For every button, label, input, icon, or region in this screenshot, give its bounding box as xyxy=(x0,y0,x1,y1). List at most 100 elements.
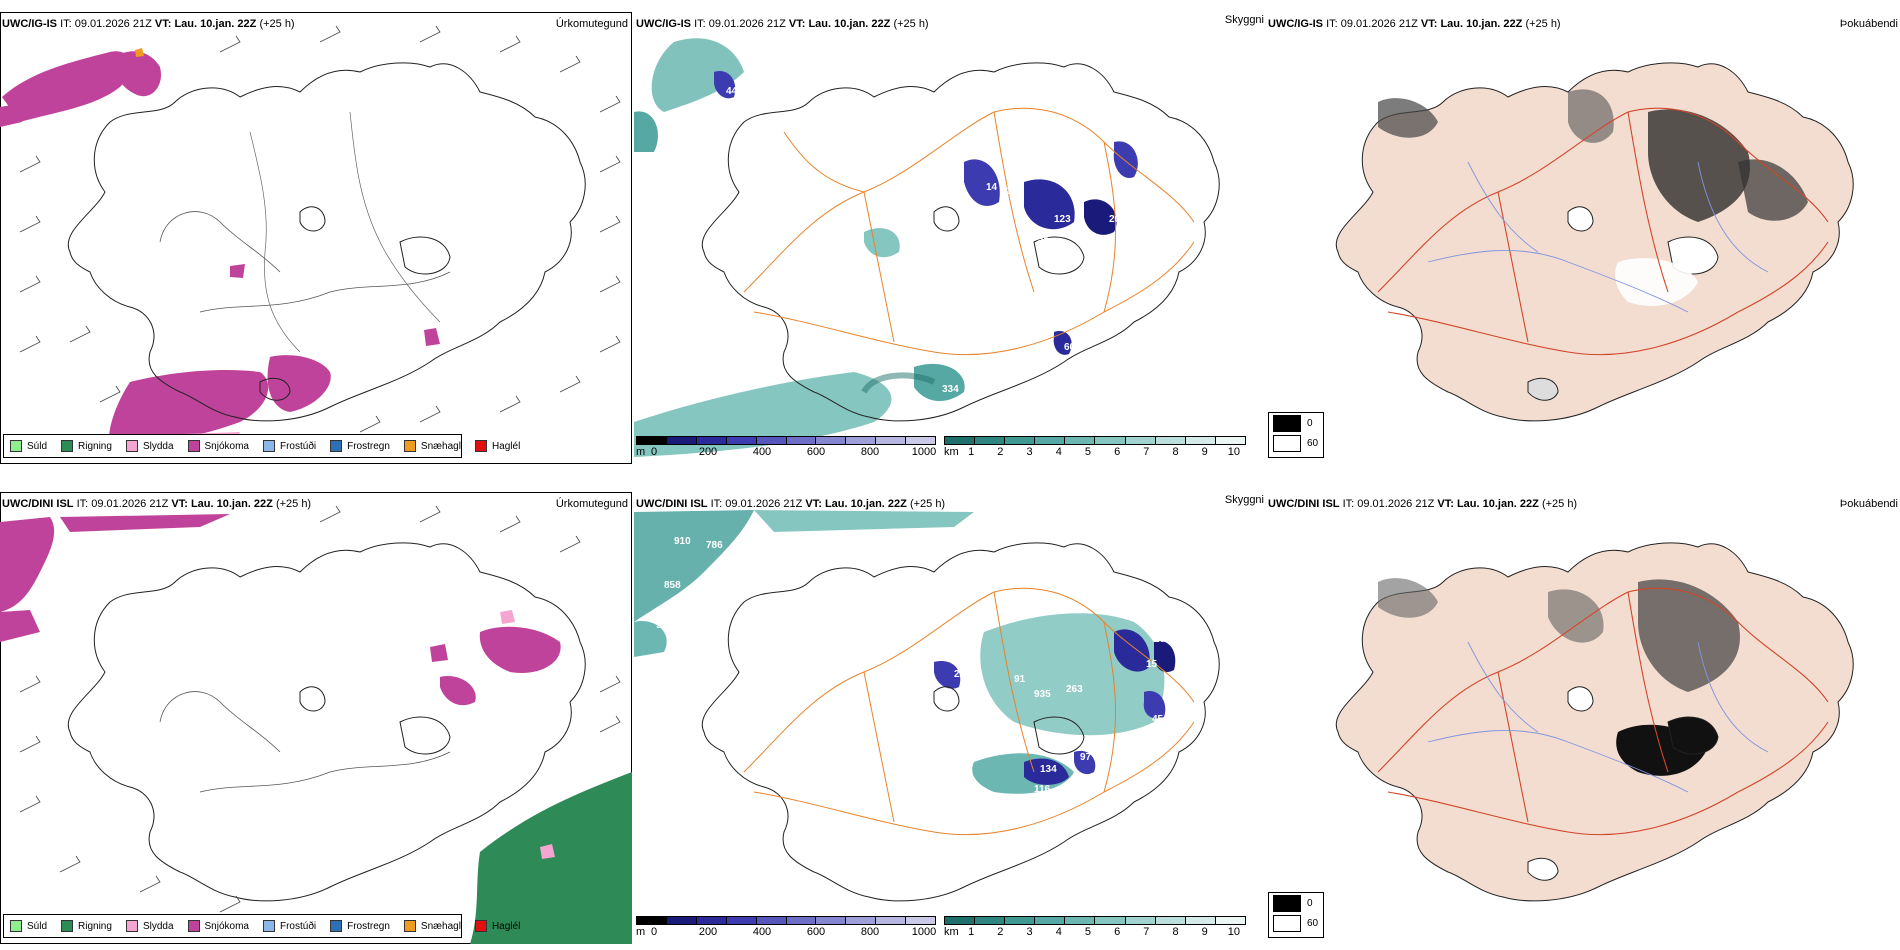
legend-label: Frostregn xyxy=(347,920,390,932)
fog-legend-row: 60 xyxy=(1269,433,1323,453)
colorbar-swatch xyxy=(1125,437,1156,444)
colorbar-swatch xyxy=(876,437,907,444)
panel-title-bottom-1: UWC/DINI ISL IT: 09.01.2026 21Z VT: Lau.… xyxy=(2,498,311,510)
visibility-value-label: 334 xyxy=(942,384,959,395)
fog-legend-row: 60 xyxy=(1269,913,1323,933)
visibility-value-label: 985 xyxy=(656,620,673,631)
colorbar-swatch xyxy=(696,437,727,444)
legend-swatch xyxy=(474,440,487,452)
visibility-value-label: 12 xyxy=(949,644,961,655)
colorbar-swatch xyxy=(637,437,667,444)
fog-panel-bottom: UWC/DINI ISL IT: 09.01.2026 21Z VT: Lau.… xyxy=(1268,492,1900,944)
legend-label: Snæhagl xyxy=(420,440,461,452)
panel-name-visibility: Skyggni xyxy=(1224,494,1264,506)
visibility-value-label: 116 xyxy=(1034,784,1051,795)
colorbar-tick-label: 0 xyxy=(650,926,658,938)
fog-legend-row: 0 xyxy=(1269,893,1323,913)
colorbar-swatch xyxy=(1185,437,1216,444)
colorbar-ticks: m 0 200 400 600 800 1000 xyxy=(636,925,936,939)
it-label: IT: xyxy=(1326,18,1338,30)
model-name: UWC/DINI ISL xyxy=(2,498,74,510)
lead-time: (+25 h) xyxy=(275,498,312,510)
model-name: UWC/DINI ISL xyxy=(1268,498,1340,510)
it-label: IT: xyxy=(710,498,723,510)
colorbar-swatch xyxy=(1035,917,1066,924)
vt-value: Lau. 10.jan. 22Z xyxy=(808,18,891,30)
panel-name-fog: Þokuábendi xyxy=(1839,498,1898,510)
fog-map-top xyxy=(1335,62,1854,422)
colorbar-km-top: km 1 2 3 4 5 6 7 8 9 10 xyxy=(944,436,1246,458)
fog-legend-label: 0 xyxy=(1307,897,1313,909)
colorbar-m-top: m 0 200 400 600 800 1000 xyxy=(636,436,936,458)
colorbar-tick-label: 1 xyxy=(968,926,975,938)
legend-swatch xyxy=(125,440,138,452)
colorbar-swatch xyxy=(1125,917,1156,924)
colorbar-tick-label: 4 xyxy=(1055,446,1062,458)
colorbar-tick-label: 0 xyxy=(650,446,658,458)
legend-swatch xyxy=(403,440,416,452)
colorbar-boxes xyxy=(944,436,1246,445)
visibility-panel-top: 978 447 146 980 10 14 19 123 202 35 8 86 60 334 UWC/I… xyxy=(634,12,1266,464)
visibility-map-bottom xyxy=(634,510,1220,902)
colorbar-swatch xyxy=(1185,917,1216,924)
vt-label: VT: xyxy=(171,498,188,510)
colorbar-km-bottom: km 1 2 3 4 5 6 7 8 9 10 xyxy=(944,916,1246,938)
legend-label: Súld xyxy=(27,920,48,932)
colorbar-swatch xyxy=(786,917,817,924)
precip-type-map-bottom xyxy=(0,492,632,944)
visibility-value-label: 202 xyxy=(1109,214,1126,225)
visibility-map-top xyxy=(634,38,1220,457)
legend-label: Snjókoma xyxy=(204,920,249,932)
legend-item: Slydda xyxy=(125,440,174,452)
visibility-value-label: 447 xyxy=(726,86,743,97)
colorbar-tick-label: 200 xyxy=(698,926,718,938)
colorbar-ticks: km 1 2 3 4 5 6 7 8 9 10 xyxy=(944,925,1246,939)
colorbar-swatch xyxy=(816,437,847,444)
visibility-value-label: 97 xyxy=(1080,752,1092,763)
visibility-value-label: 89 xyxy=(1178,632,1190,643)
it-value: 09.01.2026 21Z xyxy=(74,18,152,30)
legend-item: Rigning xyxy=(61,440,112,452)
fog-legend-swatch xyxy=(1273,894,1301,912)
colorbar-swatch xyxy=(726,437,757,444)
legend-label: Slydda xyxy=(142,920,174,932)
visibility-value-label: 14 xyxy=(986,182,998,193)
colorbar-tick-label: 7 xyxy=(1143,446,1150,458)
panel-title-bottom-3: UWC/DINI ISL IT: 09.01.2026 21Z VT: Lau.… xyxy=(1268,498,1577,510)
legend-swatch xyxy=(61,920,74,932)
legend-label: Frostúði xyxy=(279,440,317,452)
colorbar-swatch xyxy=(1215,437,1245,444)
it-label: IT: xyxy=(1342,498,1355,510)
colorbar-swatch xyxy=(945,917,976,924)
vt-value: Lau. 10.jan. 22Z xyxy=(190,498,273,510)
legend-label: Snjókoma xyxy=(204,440,249,452)
visibility-value-label: 858 xyxy=(664,580,681,591)
legend-item: Súld xyxy=(10,440,47,452)
colorbar-swatch xyxy=(786,437,817,444)
colorbar-swatch xyxy=(846,437,877,444)
colorbar-swatch xyxy=(1215,917,1245,924)
colorbar-tick-label: 5 xyxy=(1084,446,1092,458)
legend-swatch xyxy=(187,440,200,452)
fog-legend-top: 0 60 xyxy=(1268,412,1324,458)
legend-swatch xyxy=(262,440,275,452)
model-name: UWC/IG-IS xyxy=(1268,18,1323,30)
colorbar-tick-label: 8 xyxy=(1172,926,1179,938)
legend-item: Frostregn xyxy=(330,440,390,452)
colorbar-swatch xyxy=(696,917,727,924)
colorbar-unit: m xyxy=(636,446,646,458)
colorbar-ticks: m 0 200 400 600 800 1000 xyxy=(636,445,936,459)
colorbar-ticks: km 1 2 3 4 5 6 7 8 9 10 xyxy=(944,445,1246,459)
visibility-value-label: 8 xyxy=(1150,214,1156,225)
colorbar-tick-label: 800 xyxy=(860,446,880,458)
it-label: IT: xyxy=(76,498,89,510)
colorbar-swatch xyxy=(945,437,976,444)
fog-legend-swatch xyxy=(1273,434,1301,452)
colorbar-swatch xyxy=(1035,437,1066,444)
colorbar-tick-label: 2 xyxy=(997,446,1004,458)
precip-type-panel-bottom: UWC/DINI ISL IT: 09.01.2026 21Z VT: Lau.… xyxy=(0,492,632,944)
legend-label: Rigning xyxy=(78,920,112,932)
visibility-value-label: 146 xyxy=(752,82,769,93)
legend-label: Súld xyxy=(27,440,48,452)
panel-title-top-3: UWC/IG-IS IT: 09.01.2026 21Z VT: Lau. 10… xyxy=(1268,18,1561,30)
